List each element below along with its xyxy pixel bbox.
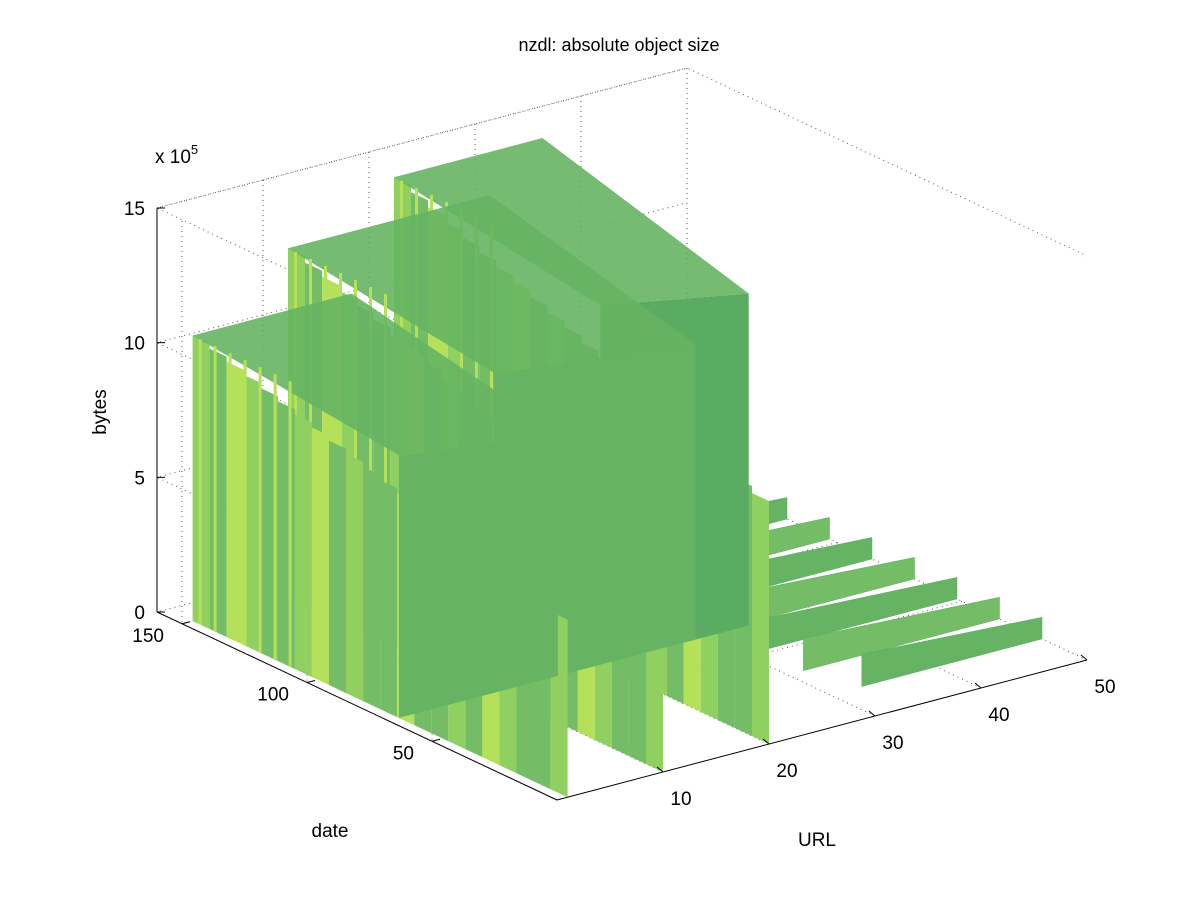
surface-facet — [346, 453, 364, 702]
surface-facet — [277, 401, 295, 669]
y-tick — [181, 621, 191, 625]
y-tick — [431, 738, 441, 742]
surface-facet — [311, 427, 329, 685]
x-tick-label: 10 — [670, 789, 691, 810]
y-tick-label: 150 — [132, 626, 164, 647]
y-axis-line — [156, 611, 558, 801]
chart-title: nzdl: absolute object size — [518, 35, 719, 55]
x-tick — [1080, 654, 1088, 661]
z-tick-label: 15 — [124, 199, 145, 220]
z-tick-label: 10 — [124, 334, 145, 355]
ridge-mark — [803, 596, 1000, 672]
y-tick-label: 50 — [393, 743, 414, 764]
x-axis-label: URL — [798, 830, 836, 851]
surface-facet — [398, 433, 558, 718]
z-exponent-label: x 105 — [155, 142, 198, 168]
z-axis-label: bytes — [90, 389, 111, 434]
y-tick — [306, 680, 316, 683]
x-tick — [762, 738, 770, 745]
surface-facet — [394, 138, 749, 306]
surface-facet — [209, 348, 227, 637]
axes — [156, 208, 1088, 801]
surface-facet — [752, 493, 769, 744]
x-tick-label: 30 — [882, 733, 903, 754]
x-axis-line — [556, 659, 1088, 801]
z-tick-label: 0 — [134, 603, 145, 624]
surface-facet — [329, 440, 346, 694]
x-tick-label: 40 — [988, 705, 1009, 726]
z-exponent: 5 — [191, 142, 198, 157]
ridge-mark — [861, 616, 1043, 687]
x-tick-label: 20 — [776, 761, 797, 782]
surface-plot — [192, 138, 1043, 798]
tick-labels: 0 5 10 15 50 100 150 10 20 30 40 50 — [124, 199, 1116, 810]
x-tick-label: 50 — [1094, 677, 1115, 698]
surface-facet — [243, 374, 261, 653]
surface-facet — [363, 467, 381, 710]
y-axis-label: date — [312, 821, 349, 842]
x-tick — [974, 682, 982, 689]
surface-facet — [260, 388, 278, 661]
z-tick-label: 5 — [134, 468, 145, 489]
surface-facet — [380, 480, 398, 718]
x-tick — [868, 710, 876, 717]
x-tick — [656, 766, 664, 773]
surface-facet — [192, 293, 558, 456]
surface-facet — [294, 414, 312, 677]
y-tick-label: 100 — [257, 685, 289, 706]
surface-facet — [288, 195, 696, 373]
